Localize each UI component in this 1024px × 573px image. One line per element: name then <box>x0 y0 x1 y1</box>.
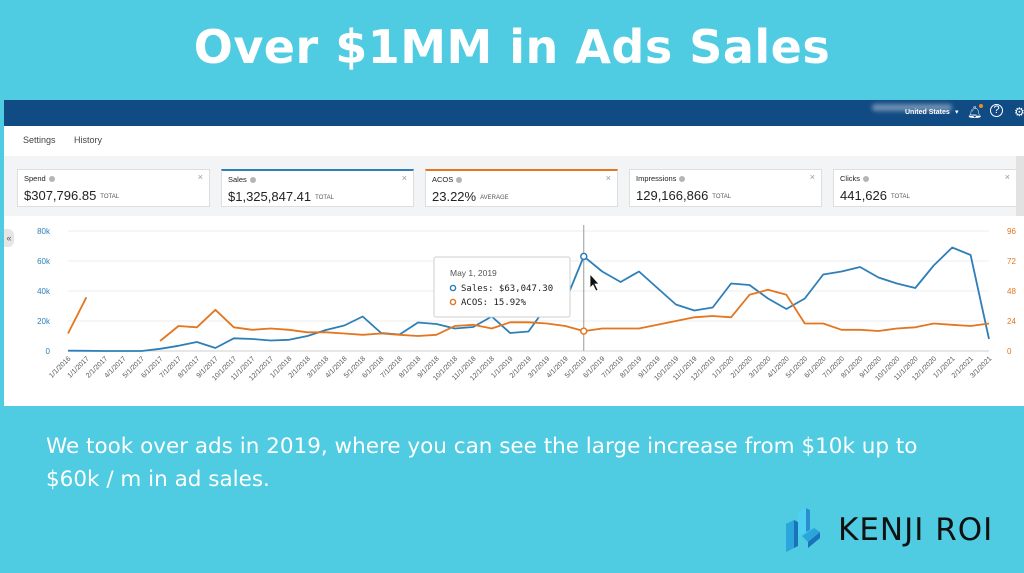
top-navigation-bar: United States ▾ 🔔︎ ? ⚙ <box>4 100 1024 126</box>
chevron-down-icon[interactable]: ▾ <box>955 109 959 116</box>
y-right-tick-label: 72 <box>1007 257 1016 266</box>
tab-history[interactable]: History <box>74 135 103 145</box>
tooltip-acos: ACOS: 15.92% <box>461 298 527 308</box>
info-icon[interactable] <box>863 176 869 183</box>
help-icon[interactable]: ? <box>990 104 1003 117</box>
tooltip-sales: Sales: $63,047.30 <box>461 284 553 294</box>
y-left-tick-label: 20k <box>37 317 51 326</box>
cards-scrollbar[interactable] <box>1016 156 1024 216</box>
close-icon[interactable]: × <box>401 173 407 183</box>
series-line-acos <box>67 288 990 342</box>
y-left-tick-label: 40k <box>37 287 51 296</box>
metric-value: 441,626 <box>840 188 887 203</box>
ads-console-screenshot: United States ▾ 🔔︎ ? ⚙ Settings History … <box>4 100 1024 406</box>
info-icon[interactable] <box>679 176 686 183</box>
y-left-tick-label: 60k <box>37 257 51 266</box>
y-right-tick-label: 48 <box>1007 287 1016 296</box>
slide-caption: We took over ads in 2019, where you can … <box>46 434 918 492</box>
close-icon[interactable]: × <box>809 172 815 182</box>
sales-acos-line-chart: 020k40k60k80k0244872961/1/20161/1/20172/… <box>37 225 1016 382</box>
highlight-point-sales <box>580 252 588 261</box>
tab-settings[interactable]: Settings <box>23 135 56 145</box>
metric-label: Sales <box>228 175 247 184</box>
info-icon[interactable] <box>48 176 55 183</box>
settings-icon[interactable]: ⚙ <box>1014 105 1024 119</box>
collapse-panel-button[interactable]: « <box>4 229 14 247</box>
highlight-point-acos <box>580 327 588 335</box>
y-right-tick-label: 96 <box>1007 227 1016 236</box>
series-line-sales <box>67 246 990 352</box>
mouse-cursor-icon <box>589 272 600 292</box>
metric-unit: TOTAL <box>712 193 732 200</box>
info-icon[interactable] <box>456 177 463 184</box>
metric-unit: TOTAL <box>100 193 120 200</box>
close-icon[interactable]: × <box>197 172 203 182</box>
y-right-tick-label: 0 <box>1007 347 1012 356</box>
y-left-tick-label: 0 <box>46 347 51 356</box>
close-icon[interactable]: × <box>605 173 611 183</box>
metric-label: ACOS <box>432 175 454 184</box>
bell-icon[interactable]: 🔔︎ <box>967 105 983 119</box>
metric-label: Clicks <box>840 174 860 183</box>
metric-label: Impressions <box>636 174 677 183</box>
metric-label: Spend <box>24 174 46 183</box>
info-icon[interactable] <box>249 177 256 184</box>
metric-unit: TOTAL <box>315 194 334 201</box>
metric-unit: AVERAGE <box>480 194 509 201</box>
metric-value: 129,166,866 <box>636 188 709 203</box>
kenji-roi-logo-icon <box>786 508 820 552</box>
metric-value: $1,325,847.41 <box>228 189 312 204</box>
tooltip-box <box>433 256 571 318</box>
close-icon[interactable]: × <box>1004 172 1010 182</box>
redacted-account-name <box>872 104 952 111</box>
tooltip-sales-marker <box>449 284 457 292</box>
chart-tooltip: May 1, 2019 Sales: $63,047.30 ACOS: 15.92% <box>433 256 571 318</box>
tooltip-acos-marker <box>449 298 457 306</box>
metric-value: $307,796.85 <box>24 188 97 203</box>
tooltip-date: May 1, 2019 <box>450 268 497 278</box>
metric-card-acos[interactable]: ACOS × 23.22% AVERAGE <box>425 169 618 207</box>
metric-value: 23.22% <box>432 189 477 204</box>
metric-card-impressions[interactable]: Impressions × 129,166,866 TOTAL <box>629 169 822 207</box>
country-selector[interactable]: United States <box>905 109 950 116</box>
slide-title: Over $1MM in Ads Sales <box>193 20 831 74</box>
metric-card-spend[interactable]: Spend × $307,796.85 TOTAL <box>17 169 210 207</box>
metric-card-sales[interactable]: Sales × $1,325,847.41 TOTAL <box>221 169 414 207</box>
metric-unit: TOTAL <box>891 193 910 200</box>
y-left-tick-label: 80k <box>37 227 51 236</box>
metric-cards-row: Spend × $307,796.85 TOTAL Sales × $1,325,… <box>4 156 1024 216</box>
logo-text: KENJI ROI <box>838 512 994 548</box>
notification-dot <box>979 104 983 108</box>
y-right-tick-label: 24 <box>1007 317 1016 326</box>
